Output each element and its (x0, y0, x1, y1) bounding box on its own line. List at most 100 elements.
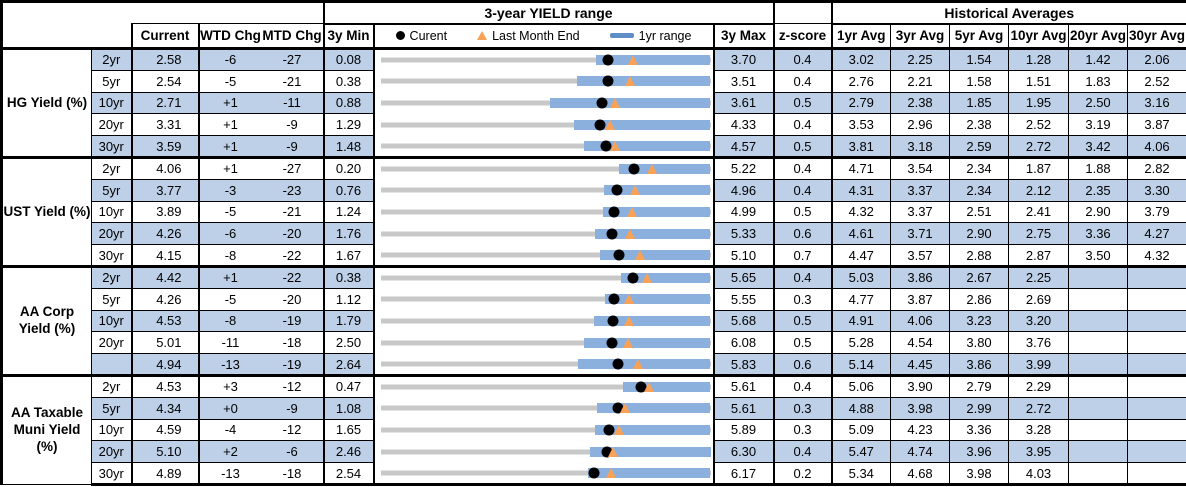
cell-3y-max: 5.55 (712, 287, 775, 311)
1yr-range-bar (590, 446, 711, 457)
cell-3y-max: 5.68 (712, 309, 775, 333)
cell-avg-20yr-avg: 1.83 (1068, 69, 1129, 93)
last-month-end-marker (610, 97, 620, 108)
cell-wtd-chg: -5 (197, 69, 262, 93)
cell-avg-5yr-avg: 2.51 (949, 200, 1010, 224)
cell-current: 4.15 (130, 244, 199, 267)
cell-mtd-chg: -6 (261, 440, 324, 464)
cell-mtd-chg: -18 (261, 331, 324, 355)
historical-averages-title: Historical Averages (830, 0, 1186, 25)
range-chart-area (380, 136, 711, 156)
current-marker (606, 337, 618, 349)
cell-z-score: 0.6 (772, 353, 833, 376)
range-chart (372, 92, 714, 114)
1yr-range-bar (549, 97, 711, 108)
cell-3y-min: 0.76 (322, 178, 374, 202)
3y-range-track (380, 449, 711, 455)
cell-z-score: 0.5 (772, 135, 833, 158)
cell-current: 4.26 (130, 287, 199, 311)
cell-3y-min: 2.64 (322, 353, 374, 376)
col-header-current: Current (130, 23, 199, 50)
cell-avg-10yr-avg: 4.03 (1008, 462, 1070, 486)
cell-avg-20yr-avg (1068, 287, 1129, 311)
cell-tenor: 2yr (91, 47, 132, 71)
cell-avg-1yr-avg: 4.32 (831, 200, 892, 224)
1yr-range-bar (595, 424, 711, 435)
cell-avg-3yr-avg: 4.68 (890, 462, 951, 486)
cell-wtd-chg: -13 (197, 462, 262, 486)
cell-avg-20yr-avg (1068, 418, 1129, 442)
current-marker (627, 272, 639, 284)
cell-z-score: 0.3 (772, 287, 833, 311)
cell-current: 2.71 (130, 91, 199, 115)
cell-avg-1yr-avg: 4.47 (831, 244, 892, 267)
cell-wtd-chg: +3 (197, 373, 262, 398)
range-chart-area (380, 269, 711, 288)
3y-range-track (380, 470, 711, 476)
cell-avg-1yr-avg: 5.47 (831, 440, 892, 464)
current-marker (601, 446, 613, 458)
cell-avg-1yr-avg: 5.06 (831, 373, 892, 398)
cell-avg-10yr-avg: 3.20 (1008, 309, 1070, 333)
cell-avg-30yr-avg (1127, 331, 1186, 355)
cell-tenor: 2yr (91, 373, 132, 398)
cell-avg-30yr-avg: 4.27 (1127, 222, 1186, 246)
cell-current: 5.10 (130, 440, 199, 464)
cell-current: 4.89 (130, 462, 199, 486)
3y-range-track (380, 166, 711, 172)
cell-avg-30yr-avg: 2.06 (1127, 47, 1186, 71)
cell-avg-30yr-avg (1127, 309, 1186, 333)
cell-3y-max: 6.30 (712, 440, 775, 464)
cell-tenor: 10yr (91, 200, 132, 224)
range-chart (372, 462, 714, 486)
cell-avg-20yr-avg (1068, 353, 1129, 376)
range-chart (372, 373, 714, 398)
cell-avg-30yr-avg (1127, 264, 1186, 289)
cell-avg-10yr-avg: 3.76 (1008, 331, 1070, 355)
current-marker (600, 140, 612, 152)
cell-z-score: 0.4 (772, 440, 833, 464)
range-chart-area (380, 70, 711, 92)
range-chart-area (380, 419, 711, 441)
cell-3y-max: 5.83 (712, 353, 775, 376)
cell-mtd-chg: -19 (261, 353, 324, 376)
3y-range-track (380, 275, 711, 281)
cell-avg-1yr-avg: 5.03 (831, 264, 892, 289)
cell-mtd-chg: -9 (261, 396, 324, 420)
cell-mtd-chg: -21 (261, 200, 324, 224)
group-label: AA Corp Yield (%) (0, 264, 92, 376)
cell-3y-min: 1.67 (322, 244, 374, 267)
cell-avg-5yr-avg: 3.80 (949, 331, 1010, 355)
current-marker (594, 119, 606, 131)
cell-3y-min: 2.46 (322, 440, 374, 464)
range-chart (372, 70, 714, 93)
cell-3y-min: 1.29 (322, 113, 374, 137)
1yr-range-bar (595, 55, 711, 66)
cell-avg-3yr-avg: 3.37 (890, 200, 951, 224)
cell-avg-10yr-avg: 2.69 (1008, 287, 1070, 311)
cell-wtd-chg: -8 (197, 244, 262, 267)
cell-mtd-chg: -12 (261, 373, 324, 398)
current-marker (612, 358, 624, 370)
current-marker (602, 54, 614, 66)
cell-3y-min: 0.38 (322, 69, 374, 93)
cell-3y-max: 3.70 (712, 47, 775, 71)
col-header-3y-min: 3y Min (322, 23, 374, 50)
cell-current: 3.59 (130, 135, 199, 158)
cell-3y-min: 1.76 (322, 222, 374, 246)
cell-3y-max: 3.61 (712, 91, 775, 115)
cell-mtd-chg: -27 (261, 155, 324, 180)
cell-mtd-chg: -18 (261, 462, 324, 486)
cell-avg-5yr-avg: 2.38 (949, 113, 1010, 137)
cell-tenor: 30yr (91, 244, 132, 267)
last-month-end-marker (646, 164, 657, 175)
cell-z-score: 0.5 (772, 200, 833, 224)
1yr-range-bar (573, 119, 711, 130)
cell-3y-min: 0.38 (322, 264, 374, 289)
cell-avg-30yr-avg (1127, 396, 1186, 420)
cell-z-score: 0.4 (772, 69, 833, 93)
cell-3y-max: 5.10 (712, 244, 775, 267)
cell-tenor: 30yr (91, 135, 132, 158)
current-marker (608, 293, 620, 305)
range-chart-area (380, 179, 711, 201)
